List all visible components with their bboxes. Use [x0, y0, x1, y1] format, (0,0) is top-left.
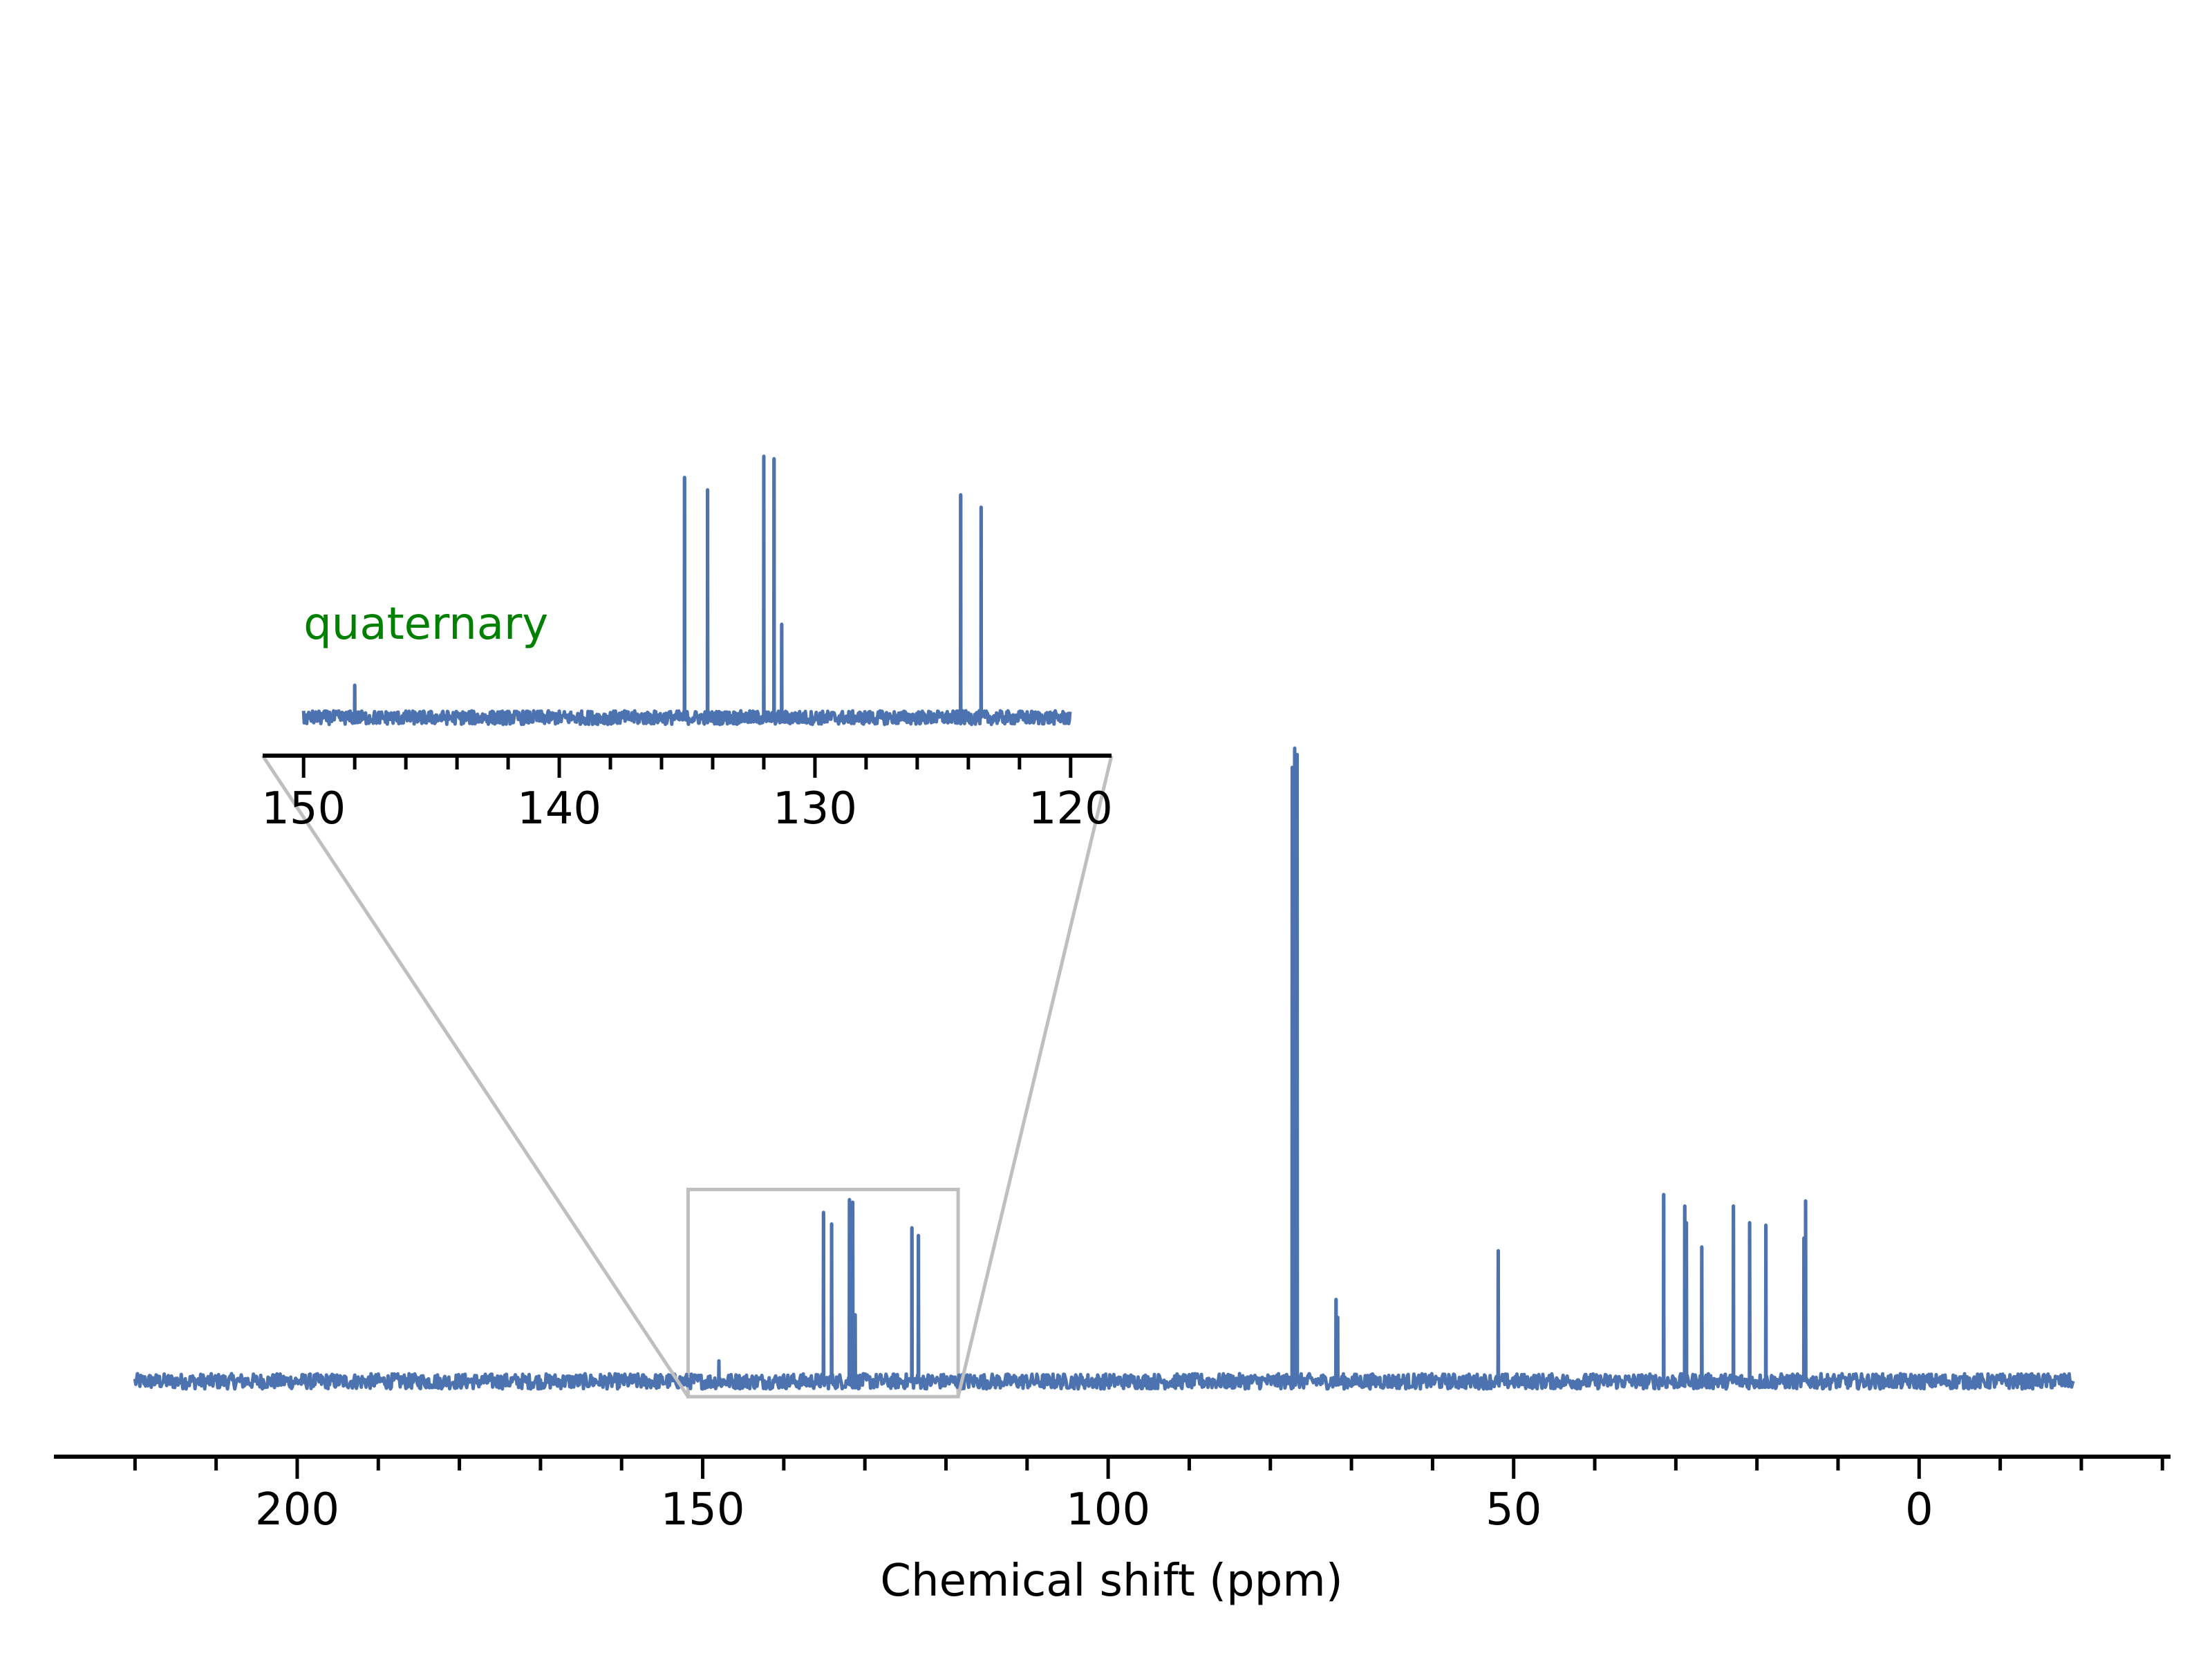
inset-x-tick-label: 150 [261, 783, 346, 834]
quaternary-annotation: quaternary [303, 599, 548, 650]
x-tick-label: 150 [660, 1484, 744, 1535]
inset-spectrum-plot: 150 140 130 120 [261, 454, 1113, 834]
x-tick-label: 0 [1905, 1484, 1933, 1535]
zoom-region-box [686, 1188, 960, 1399]
spectrum-trace [133, 746, 2075, 1391]
inset-x-tick-label: 130 [773, 783, 857, 834]
inset-spectrum-trace [301, 454, 1072, 727]
zoom-connector-right [956, 755, 1114, 1397]
zoom-connector-lines [261, 754, 1114, 1398]
x-tick-label: 50 [1485, 1484, 1541, 1535]
zoom-connector-left [261, 754, 690, 1398]
inset-x-tick-label: 140 [517, 783, 601, 834]
x-tick-label: 200 [255, 1484, 339, 1535]
main-spectrum-plot: 200 150 100 50 0 [54, 746, 2171, 1535]
x-axis-label: Chemical shift (ppm) [880, 1556, 1342, 1607]
x-tick-label: 100 [1066, 1484, 1150, 1535]
inset-x-tick-label: 120 [1029, 783, 1113, 834]
